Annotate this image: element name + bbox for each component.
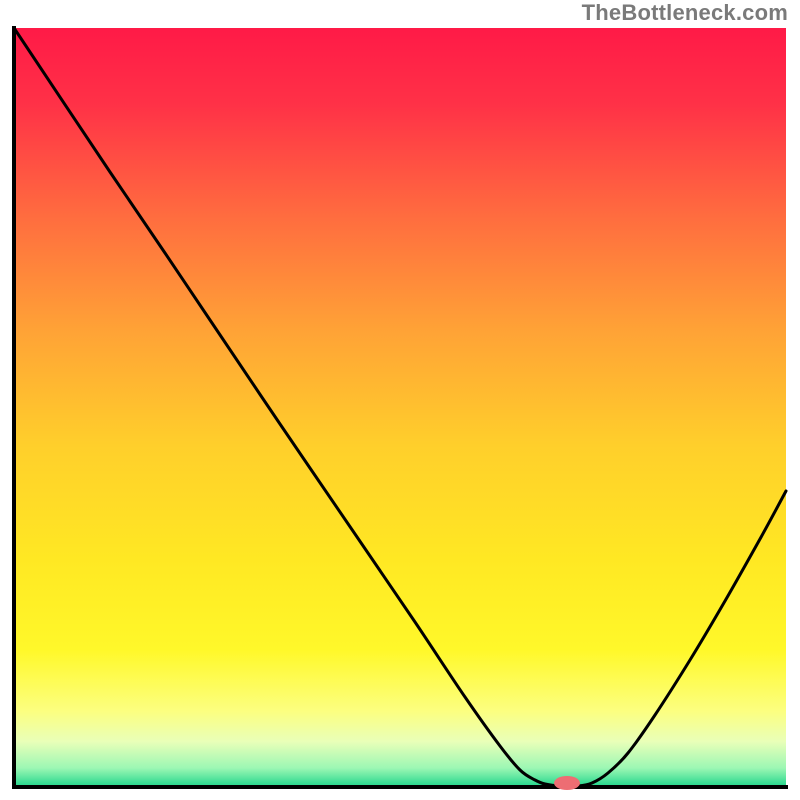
- minimum-marker: [554, 776, 580, 790]
- axes: [14, 28, 786, 787]
- curve-path: [14, 28, 786, 786]
- watermark-text: TheBottleneck.com: [582, 0, 788, 26]
- bottleneck-chart: TheBottleneck.com: [0, 0, 800, 800]
- chart-svg: [0, 0, 800, 800]
